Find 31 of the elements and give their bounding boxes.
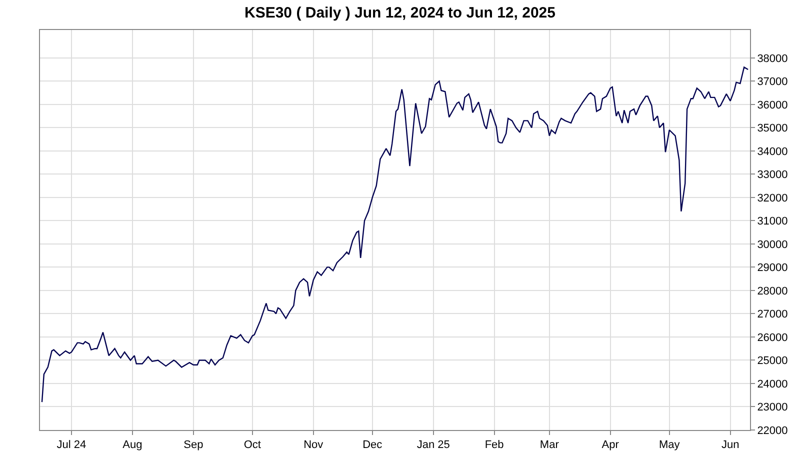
y-tick-label: 25000 [757,355,788,368]
x-tick-label: Dec [362,439,383,452]
y-tick-label: 35000 [757,122,788,135]
y-tick-label: 31000 [757,216,788,228]
x-tick-label: Oct [244,439,261,452]
y-tick-label: 36000 [757,99,788,112]
x-tick-label: Jul 24 [56,439,86,452]
x-tick-label: Jan 25 [416,439,450,452]
chart-title: KSE30 ( Daily ) Jun 12, 2024 to Jun 12, 2025 [244,4,556,22]
y-tick-label: 32000 [757,192,788,204]
y-tick-label: 30000 [757,238,788,251]
y-tick-label: 27000 [757,308,788,321]
y-tick-label: 24000 [757,378,788,390]
y-tick-label: 28000 [757,285,788,298]
x-tick-label: Feb [484,439,504,452]
y-tick-label: 26000 [757,332,788,344]
x-tick-label: Mar [540,439,560,452]
y-tick-label: 33000 [757,169,788,182]
y-tick-label: 38000 [757,52,788,65]
y-tick-label: 22000 [757,424,788,437]
y-tick-label: 29000 [757,262,788,274]
x-tick-label: Apr [602,439,620,452]
y-tick-label: 37000 [757,76,788,88]
x-tick-label: Jun [721,439,740,452]
x-tick-label: Aug [122,439,142,452]
y-tick-label: 23000 [757,402,788,414]
x-tick-label: Nov [304,439,324,452]
x-tick-label: May [658,439,680,452]
x-tick-label: Sep [184,439,204,452]
line-series [41,66,749,403]
y-tick-label: 34000 [757,146,788,158]
